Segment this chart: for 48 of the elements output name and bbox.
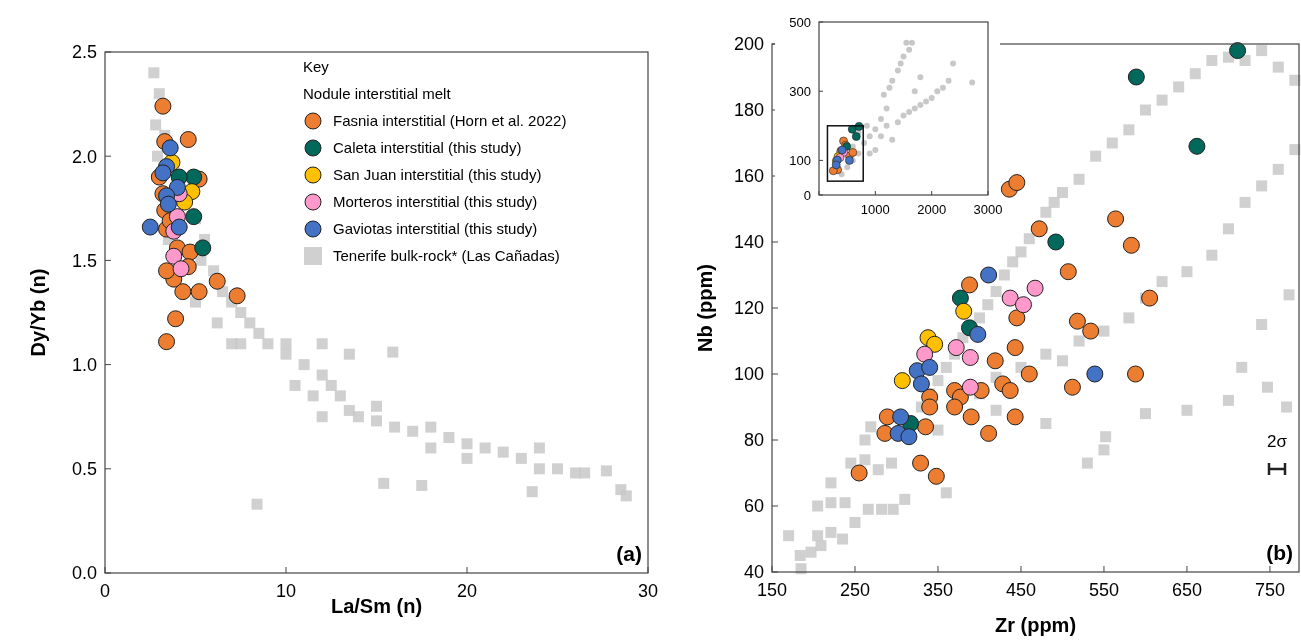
y-tick-label: 160 bbox=[733, 166, 764, 187]
y-tick-label: 100 bbox=[733, 364, 764, 385]
x-tick-label: 0 bbox=[99, 581, 111, 601]
legend-label: Morteros interstitial (this study) bbox=[333, 193, 538, 210]
y-tick-label: 200 bbox=[733, 34, 764, 55]
x-tick-label: 10 bbox=[275, 581, 297, 601]
x-axis-title: Zr (ppm) bbox=[994, 614, 1077, 636]
y-tick-label: 300 bbox=[789, 83, 811, 99]
legend-label: Gaviotas interstitial (this study) bbox=[333, 220, 538, 237]
x-tick-label: 350 bbox=[922, 580, 954, 600]
legend-label: San Juan interstitial (this study) bbox=[333, 166, 542, 183]
y-tick-label: 2.0 bbox=[71, 146, 97, 167]
text: (b) bbox=[1266, 541, 1293, 564]
y-tick-label: 60 bbox=[743, 496, 764, 517]
x-tick-label: 30 bbox=[637, 581, 659, 601]
y-tick-label: 120 bbox=[733, 298, 764, 319]
x-tick-label: 1000 bbox=[860, 202, 890, 217]
legend-label: Caleta interstitial (this study) bbox=[333, 139, 522, 156]
y-tick-label: 0.0 bbox=[71, 563, 97, 584]
y-axis-title: Nb (ppm) bbox=[694, 264, 716, 352]
x-tick-label: 550 bbox=[1088, 580, 1119, 600]
x-tick-label: 20 bbox=[456, 581, 478, 601]
y-tick-label: 500 bbox=[789, 14, 811, 30]
x-tick-label: 450 bbox=[1005, 580, 1036, 600]
legend-title: Key bbox=[303, 58, 330, 75]
y-tick-label: 40 bbox=[743, 562, 764, 583]
x-tick-label: 650 bbox=[1171, 580, 1202, 600]
x-tick-label: 2000 bbox=[917, 202, 947, 217]
x-tick-label: 250 bbox=[839, 580, 871, 600]
y-tick-label: 100 bbox=[789, 152, 811, 168]
y-tick-label: 0 bbox=[803, 187, 811, 203]
y-tick-label: 180 bbox=[733, 100, 764, 121]
x-tick-label: 3000 bbox=[973, 202, 1003, 217]
y-tick-label: 1.5 bbox=[71, 250, 97, 271]
legend-label: Fasnia interstitial (Horn et al. 2022) bbox=[333, 112, 567, 129]
x-tick-label: 150 bbox=[756, 580, 788, 600]
y-tick-label: 2.5 bbox=[71, 42, 97, 63]
text: (a) bbox=[616, 542, 642, 565]
annotation: 2σ bbox=[1267, 432, 1288, 451]
y-tick-label: 1.0 bbox=[71, 354, 97, 375]
y-tick-label: 140 bbox=[733, 232, 764, 253]
y-axis-title: Dy/Yb (n) bbox=[27, 268, 49, 357]
x-tick-label: 750 bbox=[1254, 580, 1285, 600]
annotation: Nodule interstitial melt bbox=[303, 85, 452, 102]
y-tick-label: 0.5 bbox=[71, 459, 97, 480]
y-tick-label: 80 bbox=[743, 430, 764, 451]
legend-label: Tenerife bulk-rock* (Las Cañadas) bbox=[333, 247, 560, 264]
x-axis-title: La/Sm (n) bbox=[330, 595, 423, 617]
